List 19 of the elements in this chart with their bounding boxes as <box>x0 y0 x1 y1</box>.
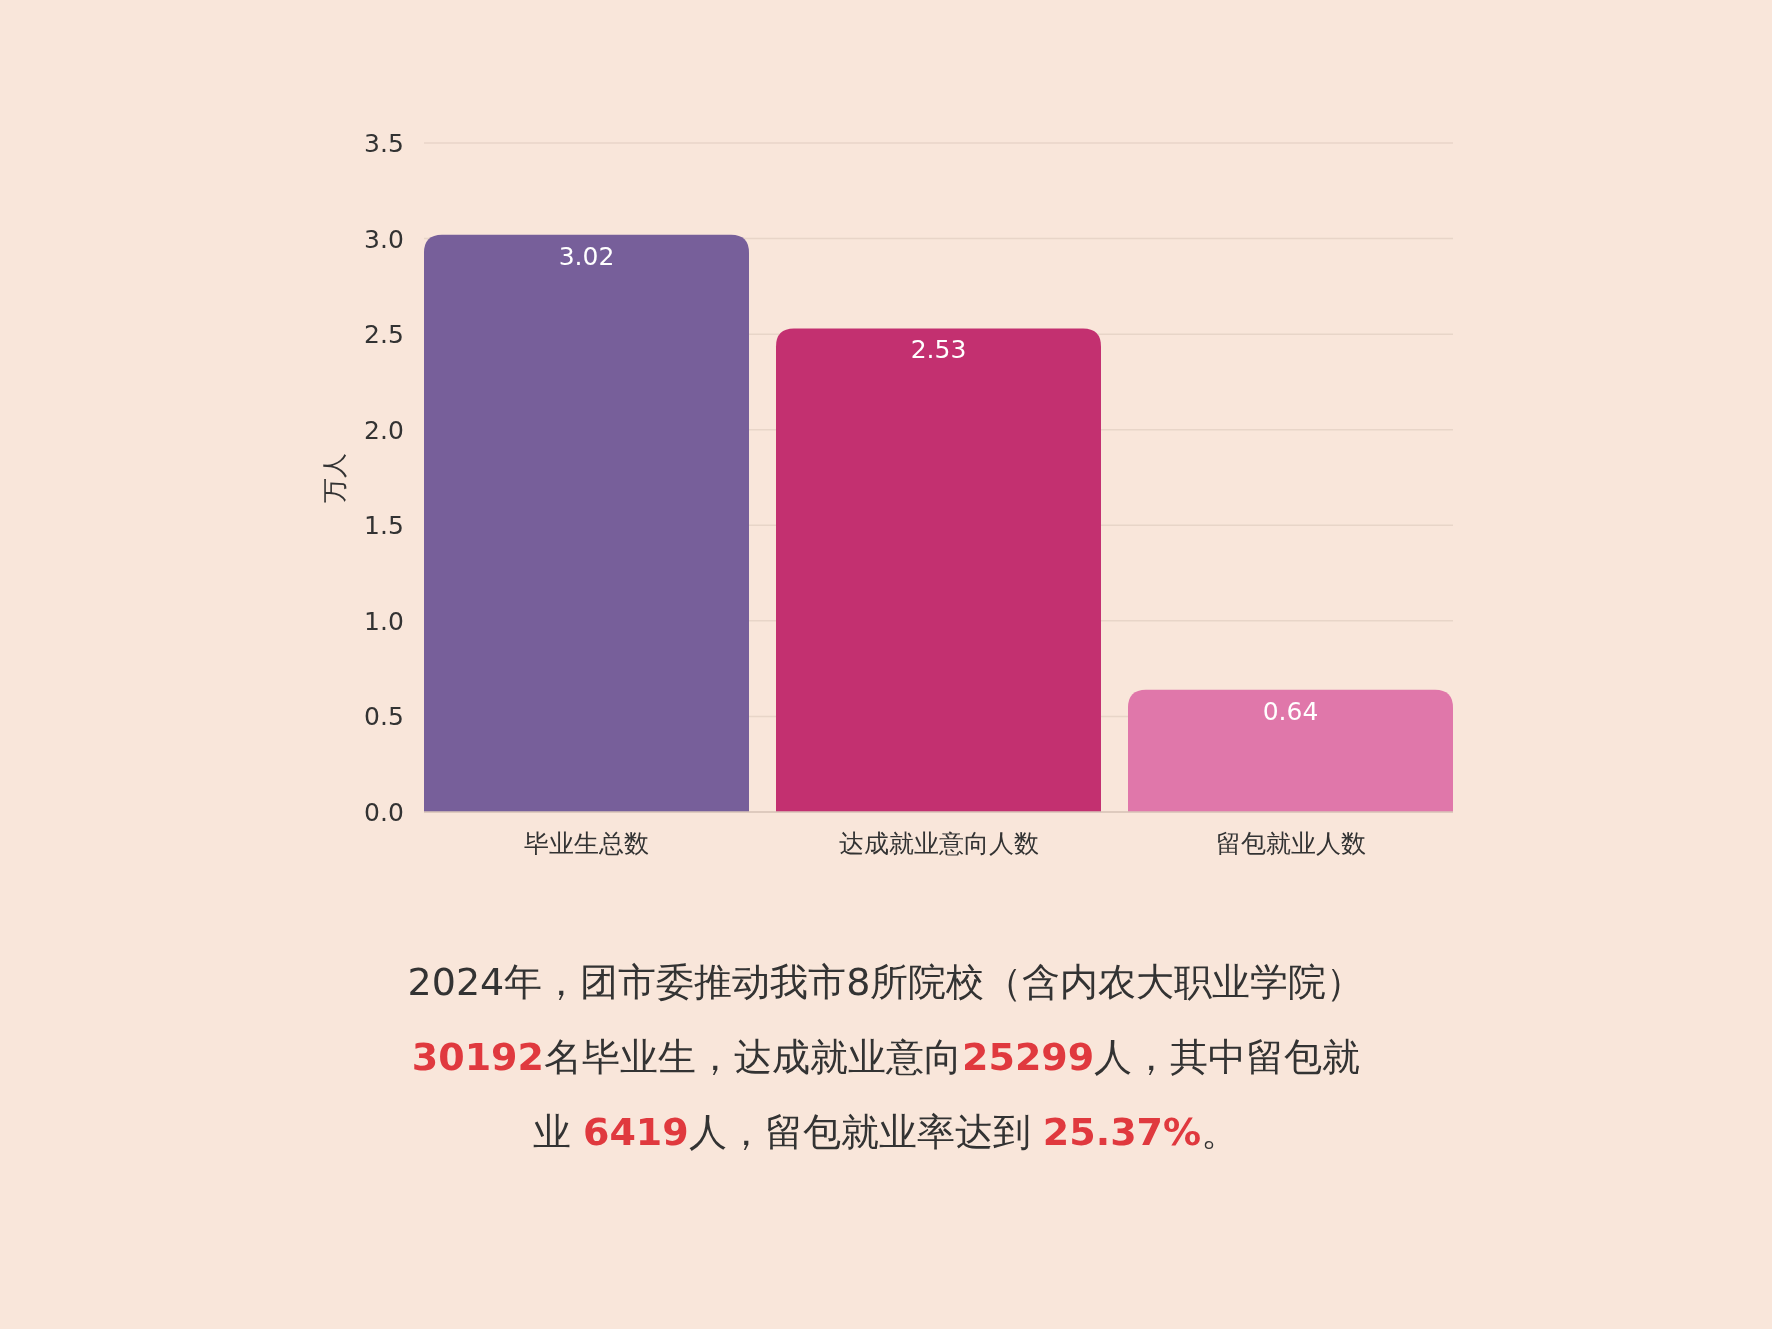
y-tick-label: 2.5 <box>364 320 404 350</box>
y-tick-label: 0.0 <box>364 798 404 827</box>
y-tick-label: 0.5 <box>364 702 404 732</box>
bar <box>424 234 749 812</box>
data-label: 3.02 <box>558 241 615 271</box>
x-tick-label: 达成就业意向人数 <box>838 829 1039 858</box>
data-label: 0.64 <box>1262 696 1319 726</box>
bar <box>1128 689 1453 812</box>
y-tick-label: 3.0 <box>364 224 404 254</box>
x-tick-label: 毕业生总数 <box>524 829 649 858</box>
y-tick-label: 2.0 <box>364 415 404 445</box>
bar <box>776 328 1101 812</box>
text: 2024年，团市委推动我市8所院校（含内农大职业学院）30192名毕业生，达成就业意向25299人，其中留包就业 6419人，留包就业率达到 25.37%。 <box>407 960 1365 1154</box>
data-label: 2.53 <box>910 335 967 365</box>
y-tick-label: 1.5 <box>364 511 404 541</box>
y-tick-label: 3.5 <box>364 129 404 158</box>
y-axis-title: 万人 <box>320 452 349 503</box>
y-tick-label: 1.0 <box>364 606 404 636</box>
x-tick-label: 留包就业人数 <box>1215 829 1366 858</box>
